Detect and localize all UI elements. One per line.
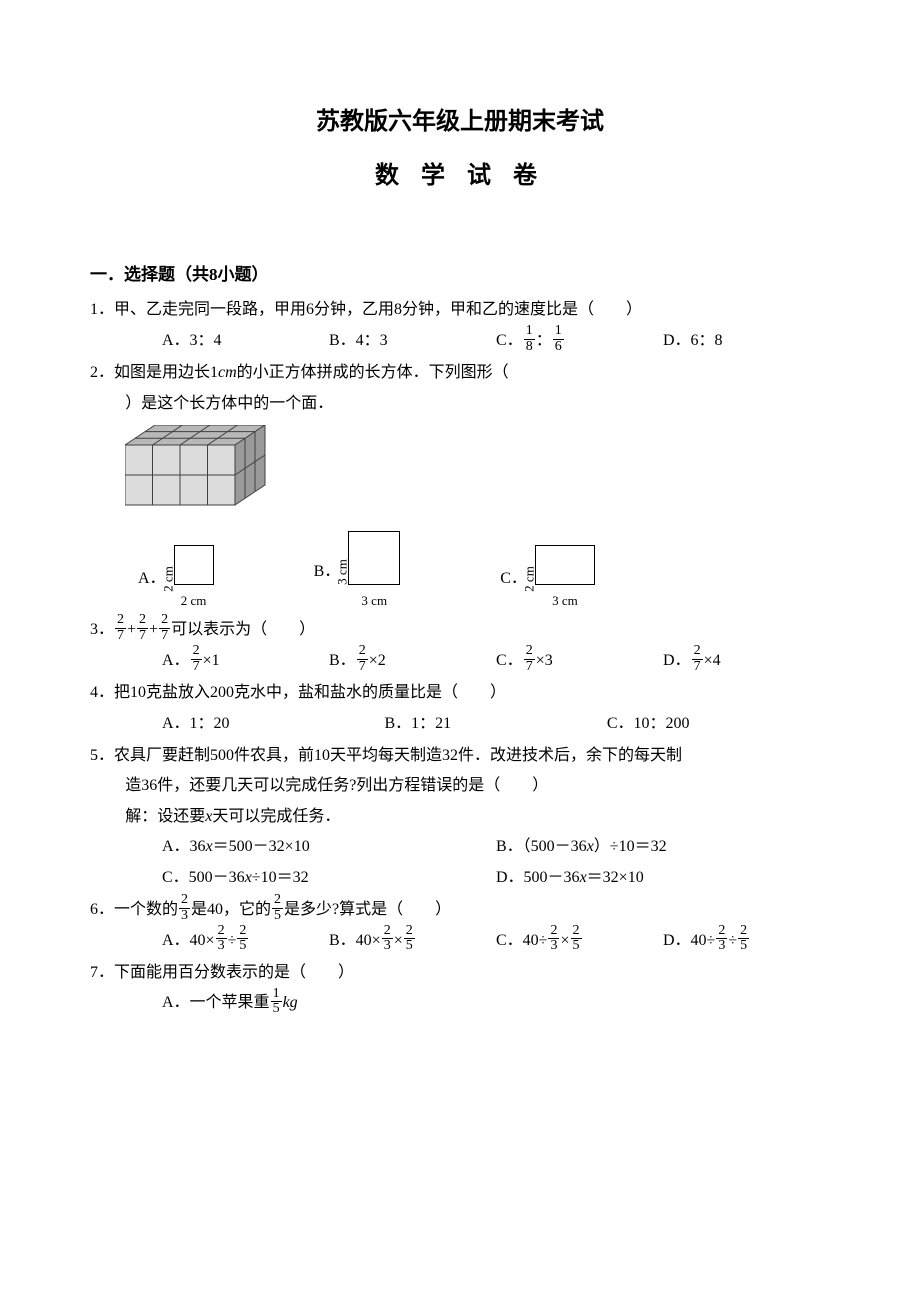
q6-opt-b: B．40×23×25 xyxy=(329,926,496,957)
q2-stem-line1: 2．如图是用边长1cm的小正方体拼成的长方体．下列图形（ xyxy=(90,358,830,388)
q2-cuboid-figure xyxy=(90,425,830,522)
q5-opt-d: D．500－36x＝32×10 xyxy=(496,863,830,893)
q3-opt-d: D．27×4 xyxy=(663,646,830,677)
q1-opt-c-frac1: 18 xyxy=(524,324,535,354)
q4-opt-c: C．10：200 xyxy=(607,709,829,739)
q1-stem: 1．甲、乙走完同一段路，甲用6分钟，乙用8分钟，甲和乙的速度比是（ ） xyxy=(90,295,830,325)
q1-options: A．3：4 B．4：3 C．18：16 D．6：8 xyxy=(90,326,830,357)
q2-b-ylabel: 3 cm xyxy=(331,559,356,585)
q7-options: A．一个苹果重15kg xyxy=(90,988,830,1019)
q1-opt-c-prefix: C． xyxy=(496,332,523,349)
cuboid-svg xyxy=(125,425,275,511)
section-heading: 一．选择题（共8小题） xyxy=(90,259,830,291)
q5-options: A．36x＝500－32×10 B．（500－36x）÷10＝32 C．500－… xyxy=(90,832,830,893)
q6-options: A．40×23÷25 B．40×23×25 C．40÷23×25 D．40÷23… xyxy=(90,926,830,957)
q1-opt-d: D．6：8 xyxy=(663,326,830,357)
q5-opt-b: B．（500－36x）÷10＝32 xyxy=(496,832,830,862)
q4-opt-a: A．1：20 xyxy=(162,709,384,739)
q6-opt-d: D．40÷23÷25 xyxy=(663,926,830,957)
q2-a-ylabel: 2 cm xyxy=(156,566,181,592)
title-main: 苏教版六年级上册期末考试 xyxy=(90,100,830,146)
question-1: 1．甲、乙走完同一段路，甲用6分钟，乙用8分钟，甲和乙的速度比是（ ） A．3：… xyxy=(90,295,830,356)
q2-opt-c: C． 2 cm 3 cm xyxy=(500,545,595,614)
q2-c-xlabel: 3 cm xyxy=(535,589,595,614)
q2-opt-a: A． 2 cm 2 cm xyxy=(138,545,214,614)
q3-opt-c: C．27×3 xyxy=(496,646,663,677)
q5-opt-c: C．500－36x÷10＝32 xyxy=(162,863,496,893)
q6-opt-c: C．40÷23×25 xyxy=(496,926,663,957)
question-6: 6．一个数的23是40，它的25是多少?算式是（ ） A．40×23÷25 B．… xyxy=(90,895,830,956)
q5-stem-line2: 造36件，还要几天可以完成任务?列出方程错误的是（ ） xyxy=(90,771,830,801)
q5-stem-line1: 5．农具厂要赶制500件农具，前10天平均每天制造32件．改进技术后，余下的每天… xyxy=(90,741,830,771)
q1-opt-c: C．18：16 xyxy=(496,326,663,357)
q2-b-xlabel: 3 cm xyxy=(348,589,400,614)
q6-opt-a: A．40×23÷25 xyxy=(162,926,329,957)
q2-c-rect xyxy=(535,545,595,585)
q1-opt-c-colon: ： xyxy=(536,332,552,349)
q2-option-figures: A． 2 cm 2 cm B． 3 cm 3 cm C． 2 cm 3 cm xyxy=(90,531,830,614)
q5-stem-line3: 解：设还要x天可以完成任务． xyxy=(90,802,830,832)
question-4: 4．把10克盐放入200克水中，盐和盐水的质量比是（ ） A．1：20 B．1：… xyxy=(90,678,830,739)
question-5: 5．农具厂要赶制500件农具，前10天平均每天制造32件．改进技术后，余下的每天… xyxy=(90,741,830,893)
q3-opt-b: B．27×2 xyxy=(329,646,496,677)
q2-stem-line2: ）是这个长方体中的一个面． xyxy=(90,389,830,419)
q7-stem: 7．下面能用百分数表示的是（ ） xyxy=(90,958,830,988)
q1-opt-c-frac2: 16 xyxy=(553,324,564,354)
q7-opt-a: A．一个苹果重15kg xyxy=(162,988,830,1019)
question-7: 7．下面能用百分数表示的是（ ） A．一个苹果重15kg xyxy=(90,958,830,1019)
q6-stem: 6．一个数的23是40，它的25是多少?算式是（ ） xyxy=(90,895,830,926)
q2-a-xlabel: 2 cm xyxy=(174,589,214,614)
q3-options: A．27×1 B．27×2 C．27×3 D．27×4 xyxy=(90,646,830,677)
q3-opt-a: A．27×1 xyxy=(162,646,329,677)
q2-c-ylabel: 2 cm xyxy=(517,566,542,592)
q5-opt-a: A．36x＝500－32×10 xyxy=(162,832,496,862)
q1-opt-b: B．4：3 xyxy=(329,326,496,357)
q4-stem: 4．把10克盐放入200克水中，盐和盐水的质量比是（ ） xyxy=(90,678,830,708)
q3-stem: 3．27+27+27可以表示为（ ） xyxy=(90,615,830,646)
question-2: 2．如图是用边长1cm的小正方体拼成的长方体．下列图形（ ）是这个长方体中的一个… xyxy=(90,358,830,613)
q4-options: A．1：20 B．1：21 C．10：200 xyxy=(90,709,830,739)
q2-opt-b: B． 3 cm 3 cm xyxy=(314,531,401,614)
q1-opt-a: A．3：4 xyxy=(162,326,329,357)
q2-b-rect xyxy=(348,531,400,585)
q4-opt-b: B．1：21 xyxy=(384,709,606,739)
question-3: 3．27+27+27可以表示为（ ） A．27×1 B．27×2 C．27×3 … xyxy=(90,615,830,676)
title-sub: 数 学 试 卷 xyxy=(90,154,830,200)
